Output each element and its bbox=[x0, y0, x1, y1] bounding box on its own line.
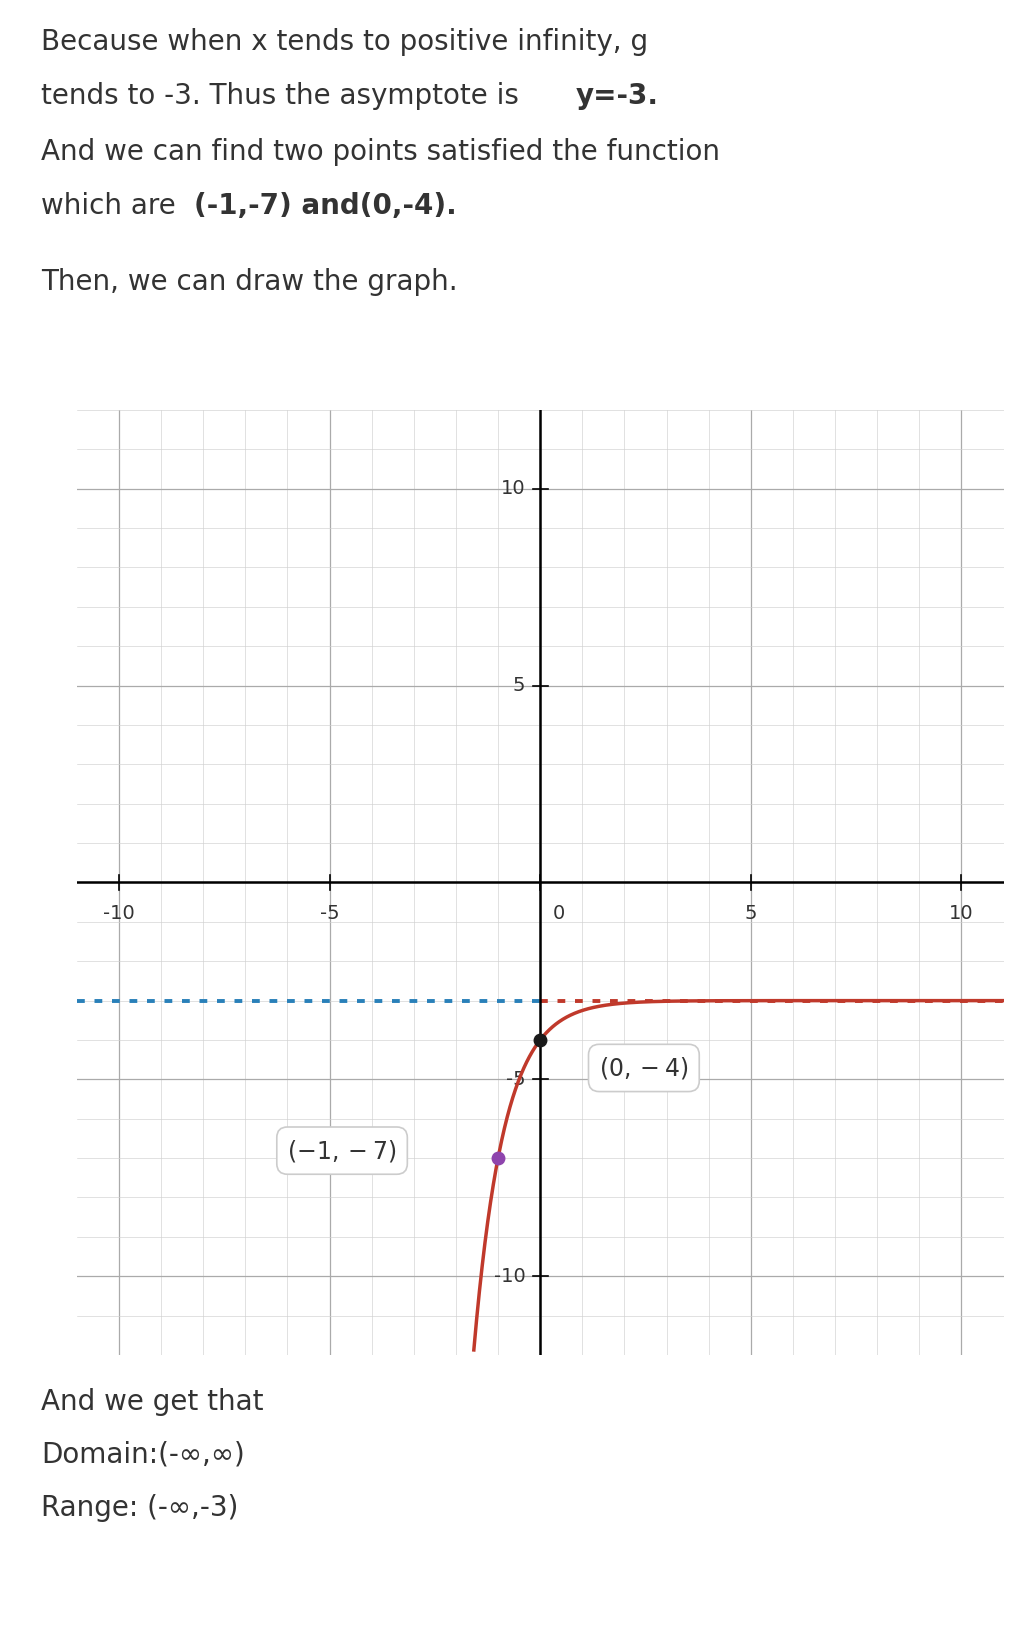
Text: Because when x tends to positive infinity, g: Because when x tends to positive infinit… bbox=[41, 28, 648, 56]
Text: 10: 10 bbox=[949, 905, 974, 923]
Text: $(0, -4)$: $(0, -4)$ bbox=[599, 1054, 688, 1080]
Text: tends to -3. Thus the asymptote is: tends to -3. Thus the asymptote is bbox=[41, 82, 527, 110]
Text: y=-3.: y=-3. bbox=[575, 82, 658, 110]
Text: -10: -10 bbox=[103, 905, 135, 923]
Text: -10: -10 bbox=[494, 1266, 525, 1286]
Text: Range: (-∞,-3): Range: (-∞,-3) bbox=[41, 1494, 239, 1522]
Text: 10: 10 bbox=[501, 479, 525, 498]
Text: And we get that: And we get that bbox=[41, 1387, 263, 1415]
Text: 5: 5 bbox=[744, 905, 757, 923]
Text: -5: -5 bbox=[319, 905, 339, 923]
Text: Then, we can draw the graph.: Then, we can draw the graph. bbox=[41, 268, 458, 296]
Text: 5: 5 bbox=[513, 677, 525, 695]
Text: which are: which are bbox=[41, 192, 184, 220]
Text: Domain:(-∞,∞): Domain:(-∞,∞) bbox=[41, 1440, 245, 1468]
Text: $(-1, -7)$: $(-1, -7)$ bbox=[288, 1138, 396, 1164]
Text: -5: -5 bbox=[506, 1071, 525, 1089]
Text: 0: 0 bbox=[553, 905, 565, 923]
Text: (-1,-7) and(0,-4).: (-1,-7) and(0,-4). bbox=[194, 192, 457, 220]
Text: And we can find two points satisfied the function: And we can find two points satisfied the… bbox=[41, 138, 720, 166]
